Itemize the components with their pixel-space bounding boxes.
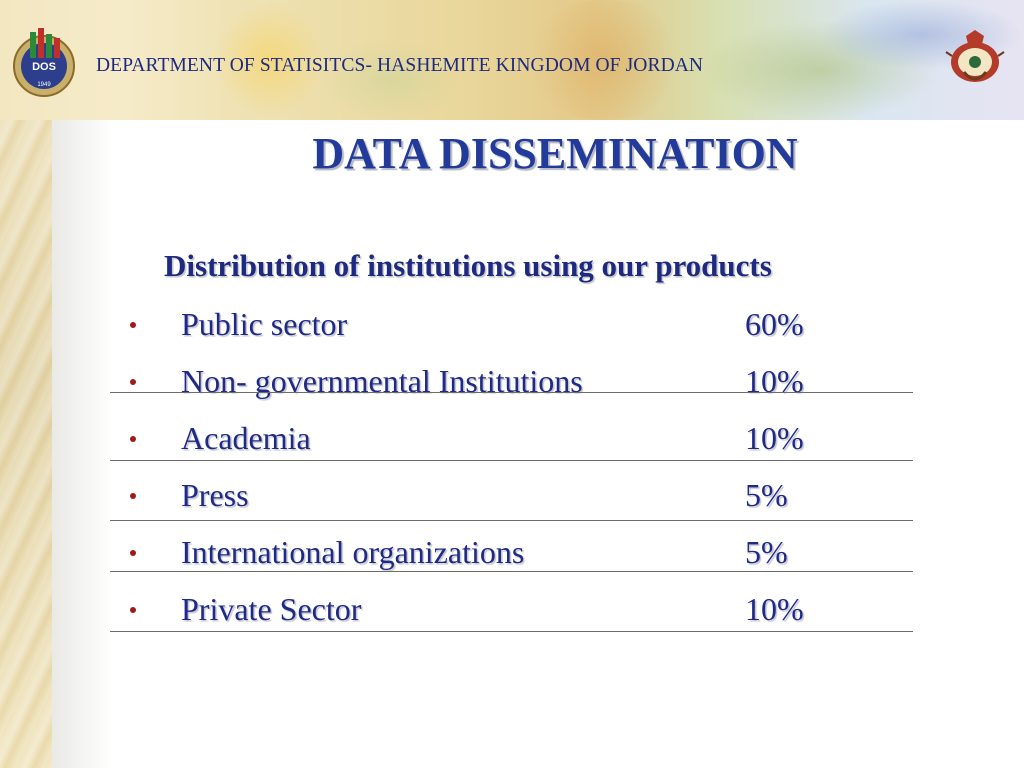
item-value: 10% [745,363,804,399]
item-value: 60% [745,306,804,342]
bullet-icon [130,436,136,442]
item-value: 5% [745,477,788,513]
bullet-icon [130,379,136,385]
item-label: International organizations [181,534,525,570]
item-label: Public sector [181,306,348,342]
header-banner [0,0,1024,120]
row-divider [110,460,913,461]
list-item: Press 5% [0,477,1024,517]
chart-subtitle: Distribution of institutions using our p… [164,248,772,283]
list-item: Non- governmental Institutions 10% [0,363,1024,403]
item-value: 10% [745,420,804,456]
bullet-icon [130,550,136,556]
list-item: Public sector 60% [0,306,1024,346]
dos-logo-text: DOS [32,61,56,73]
row-divider [110,631,913,632]
dos-logo: DOS 1949 [13,28,75,97]
list-item: Private Sector 10% [0,591,1024,631]
list-item: Academia 10% [0,420,1024,460]
banner-decoration [210,5,330,115]
dos-logo-year: 1949 [37,82,51,88]
bullet-icon [130,607,136,613]
page-title: DATA DISSEMINATION [312,129,798,178]
item-value: 5% [745,534,788,570]
row-divider [110,571,913,572]
item-label: Non- governmental Institutions [181,363,583,399]
item-label: Private Sector [181,591,362,627]
bullet-icon [130,322,136,328]
banner-decoration [320,40,460,120]
banner-decoration [520,0,690,120]
item-label: Academia [181,420,311,456]
left-shadow-fade [52,120,112,768]
row-divider [110,392,913,393]
row-divider [110,520,913,521]
department-title: DEPARTMENT OF STATISITCS- HASHEMITE KING… [96,55,704,76]
left-parchment-strip [0,0,52,768]
coat-of-arms-icon [945,30,1005,82]
item-label: Press [181,477,249,513]
bullet-icon [130,493,136,499]
item-value: 10% [745,591,804,627]
list-item: International organizations 5% [0,534,1024,574]
